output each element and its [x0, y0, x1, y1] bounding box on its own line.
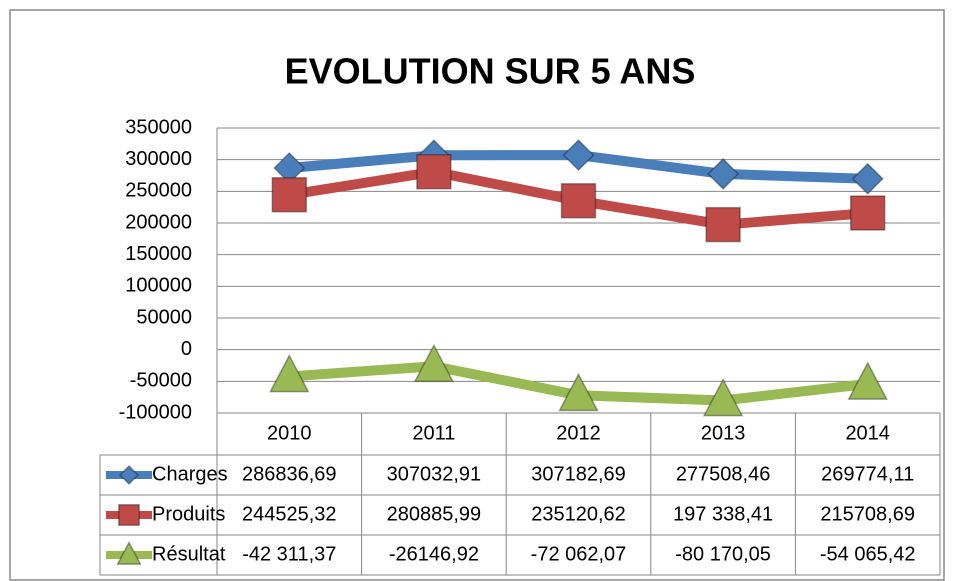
y-tick-label: 250000 — [125, 180, 192, 202]
y-tick-label: 100000 — [125, 275, 192, 297]
marker — [271, 177, 308, 213]
x-tick-label: 2012 — [556, 422, 601, 444]
table-value: -80 170,05 — [675, 543, 771, 565]
x-tick-label: 2010 — [267, 422, 312, 444]
table-value: 269774,11 — [821, 463, 914, 485]
marker — [416, 154, 452, 190]
table-value: 244525,32 — [242, 503, 337, 525]
marker — [849, 195, 886, 231]
marker — [269, 353, 310, 393]
marker — [705, 206, 741, 243]
y-tick-label: 150000 — [125, 243, 192, 265]
table-value: 235120,62 — [531, 503, 626, 525]
chart-border — [9, 9, 945, 581]
y-tick-label: 50000 — [136, 306, 192, 328]
marker — [707, 157, 740, 190]
y-tick-label: 0 — [181, 338, 192, 360]
marker — [847, 361, 888, 400]
table-value: -54 065,42 — [820, 543, 916, 565]
y-tick-label: 200000 — [125, 211, 192, 233]
table-value: 307182,69 — [531, 463, 626, 485]
marker — [118, 504, 140, 526]
legend-label: Charges — [152, 463, 228, 485]
table-value: 197 338,41 — [673, 503, 773, 525]
table-value: 307032,91 — [387, 463, 482, 485]
table-value: -42 311,37 — [242, 543, 336, 565]
table-value: -26146,92 — [389, 543, 479, 565]
table-value: 280885,99 — [387, 503, 482, 525]
table-value: 215708,69 — [820, 503, 915, 525]
y-tick-label: -50000 — [130, 370, 192, 392]
x-tick-label: 2014 — [845, 422, 890, 444]
legend-label: Produits — [152, 503, 225, 525]
marker — [562, 139, 595, 172]
marker — [116, 540, 142, 565]
marker — [702, 377, 744, 417]
legend-label: Résultat — [152, 543, 226, 565]
marker — [560, 183, 597, 219]
table-value: 286836,69 — [242, 463, 337, 485]
marker — [558, 372, 599, 412]
table-value: -72 062,07 — [531, 543, 627, 565]
x-tick-label: 2011 — [412, 422, 455, 444]
y-tick-label: 350000 — [125, 116, 192, 138]
y-tick-label: -100000 — [119, 401, 192, 423]
y-tick-label: 300000 — [125, 148, 192, 170]
marker — [118, 464, 140, 486]
marker — [413, 343, 455, 383]
marker — [851, 162, 884, 195]
chart-title: EVOLUTION SUR 5 ANS — [285, 51, 696, 92]
table-value: 277508,46 — [676, 463, 771, 485]
x-tick-label: 2013 — [701, 422, 746, 444]
